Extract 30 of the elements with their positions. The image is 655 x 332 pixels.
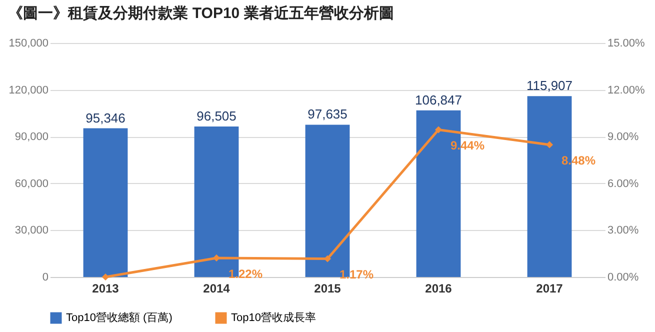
data-label: 1.17%	[340, 268, 374, 282]
data-label: 97,635	[308, 106, 348, 122]
y2-tick-label: 15.00%	[608, 38, 646, 50]
data-label: 95,346	[86, 110, 126, 126]
y-tick-label: 150,000	[8, 38, 48, 50]
x-tick-label: 2016	[425, 282, 452, 296]
y2-tick-label: 0.00%	[608, 272, 639, 284]
x-tick-label: 2014	[203, 282, 230, 296]
y2-tick-label: 12.00%	[608, 84, 646, 96]
y-tick-label: 120,000	[8, 84, 48, 96]
legend-label: Top10營收成長率	[231, 311, 316, 324]
y2-tick-label: 9.00%	[608, 131, 639, 144]
y-tick-label: 90,000	[14, 131, 48, 144]
data-label: 106,847	[415, 92, 462, 108]
data-label: 96,505	[196, 108, 236, 124]
y-tick-label: 60,000	[14, 178, 48, 190]
x-tick-label: 2013	[92, 282, 120, 296]
point	[102, 273, 110, 281]
chart-title: 《圖一》租賃及分期付款業 TOP10 業者近五年營收分析圖	[8, 5, 394, 22]
legend-label: Top10營收總額 (百萬)	[66, 311, 172, 324]
x-tick-label: 2017	[536, 282, 564, 296]
point	[546, 141, 554, 148]
y-tick-label: 30,000	[14, 224, 48, 237]
bar	[83, 128, 128, 277]
y2-tick-label: 3.00%	[608, 224, 639, 237]
data-label: 115,907	[526, 78, 573, 94]
point	[434, 126, 442, 134]
y2-tick-label: 6.00%	[608, 178, 639, 190]
y-tick-label: 0	[42, 272, 48, 284]
x-tick-label: 2015	[314, 282, 342, 296]
